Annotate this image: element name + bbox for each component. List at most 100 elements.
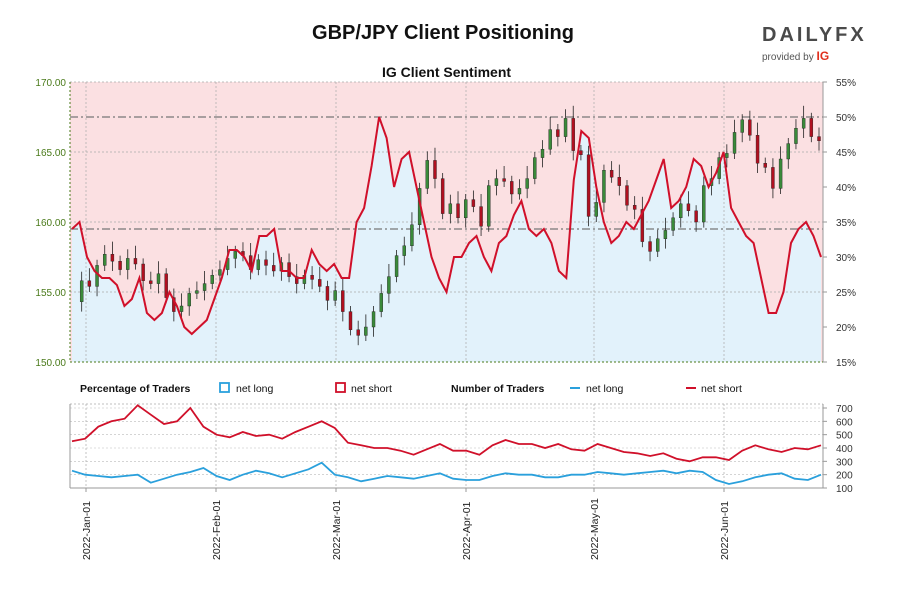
x-tick-label: 2022-Feb-01 (211, 500, 223, 560)
candle-body (725, 153, 729, 158)
candle-body (195, 290, 199, 294)
net-short-traders-line (71, 404, 822, 463)
price-tick-label: 170.00 (35, 78, 66, 89)
candle-body (256, 259, 261, 270)
sub-tick-label: 600 (836, 417, 853, 428)
net-long-traders-line (71, 461, 822, 485)
candle-body (402, 245, 406, 256)
candle-body (786, 143, 790, 160)
candle-body (156, 273, 161, 284)
x-tick-label: 2022-Jun-01 (719, 501, 731, 560)
candle-body (133, 258, 138, 265)
candle-body (625, 185, 629, 206)
candle-body (218, 269, 222, 276)
price-tick-label: 165.00 (35, 148, 66, 159)
logo-ig: IG (816, 49, 830, 63)
candle-body (494, 178, 499, 186)
candle-body (479, 206, 483, 227)
chart-subtitle: IG Client Sentiment (381, 64, 512, 80)
candle-body (732, 132, 737, 154)
candle-body (149, 280, 153, 284)
candle-body (679, 203, 683, 219)
candle-body (356, 329, 360, 336)
pct-tick-label: 20% (836, 323, 856, 334)
price-tick-label: 155.00 (35, 288, 66, 299)
candle-body (579, 150, 583, 156)
legend-num-short-label: net short (701, 383, 742, 395)
x-tick-label: 2022-May-01 (589, 498, 601, 560)
sub-tick-label: 700 (836, 404, 853, 415)
candle-body (663, 230, 668, 239)
pct-tick-label: 55% (836, 78, 856, 89)
candle-body (79, 280, 84, 302)
candle-body (210, 275, 214, 284)
candle-body (794, 127, 798, 144)
price-tick-label: 160.00 (35, 218, 66, 229)
pct-tick-label: 35% (836, 218, 856, 229)
candle-body (702, 185, 706, 223)
candle-body (448, 203, 453, 214)
candle-body (271, 265, 276, 272)
candle-body (118, 261, 122, 270)
net-long-fill (72, 117, 821, 362)
candle-body (348, 311, 353, 331)
sub-tick-label: 300 (836, 457, 853, 468)
candle-body (440, 178, 445, 214)
candle-body (379, 293, 383, 312)
candle-body (809, 118, 814, 137)
candle-body (609, 169, 614, 178)
candle-body (387, 276, 391, 294)
price-tick-label: 150.00 (35, 358, 66, 369)
candle-body (333, 290, 337, 301)
candle-body (510, 181, 514, 195)
candle-body (548, 129, 552, 150)
candle-body (287, 262, 291, 277)
candle-body (471, 199, 476, 207)
pct-tick-label: 30% (836, 253, 856, 264)
candle-body (126, 258, 130, 270)
candle-body (617, 176, 622, 186)
legend-pct-title: Percentage of Traders (80, 383, 190, 395)
candle-body (556, 129, 560, 137)
candle-body (540, 148, 545, 158)
x-tick-label: 2022-Apr-01 (461, 501, 473, 560)
logo-provided-by: provided by (762, 52, 814, 63)
candle-body (686, 203, 691, 212)
candle-body (648, 241, 652, 252)
candle-body (433, 160, 437, 179)
candle-body (164, 273, 168, 298)
candle-body (141, 263, 145, 281)
candle-body (632, 204, 637, 210)
candle-body (264, 259, 268, 266)
candle-body (103, 253, 107, 266)
x-tick-label: 2022-Mar-01 (331, 500, 343, 560)
legend-num-title: Number of Traders (451, 383, 545, 395)
candle-body (771, 167, 775, 189)
legend-net-short-swatch (335, 382, 346, 393)
candle-body (586, 154, 591, 217)
candle-body (325, 286, 330, 301)
candle-body (755, 134, 760, 164)
candle-body (364, 326, 368, 336)
candle-body (763, 162, 767, 168)
candle-body (425, 160, 429, 189)
candle-body (502, 178, 506, 182)
candle-body (456, 203, 460, 219)
logo-brand: DAILYFX (762, 24, 867, 46)
candle-body (778, 158, 783, 189)
candle-body (341, 290, 345, 312)
candle-body (748, 119, 752, 136)
candle-body (310, 275, 314, 280)
x-tick-label: 2022-Jan-01 (81, 501, 93, 560)
candle-body (318, 279, 322, 287)
candle-body (295, 276, 299, 284)
pct-tick-label: 45% (836, 148, 856, 159)
candle-body (563, 118, 568, 137)
legend-net-long-swatch (219, 382, 230, 393)
candle-body (740, 119, 744, 133)
candle-body (202, 283, 207, 291)
legend-net-short-label: net short (351, 383, 392, 395)
sub-tick-label: 100 (836, 484, 853, 495)
